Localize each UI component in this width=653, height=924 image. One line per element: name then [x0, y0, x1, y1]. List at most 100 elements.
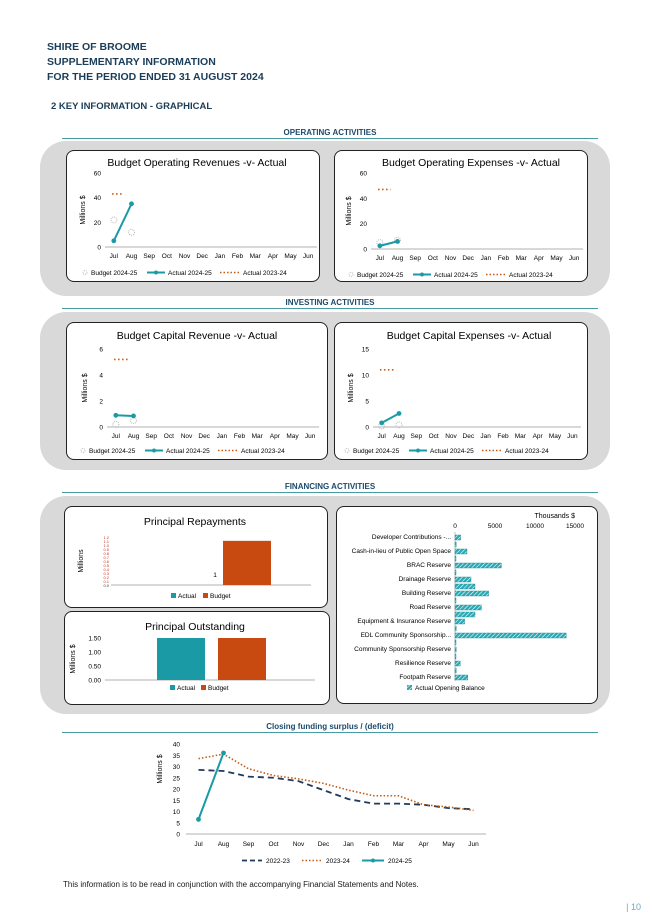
x-tick-label: Apr — [270, 433, 281, 440]
cap-expense-chart-card: Budget Capital Expenses -v- Actual Millio… — [334, 322, 588, 460]
budget-bar — [223, 540, 271, 585]
budget-point — [112, 420, 120, 428]
closing-rule — [62, 732, 598, 733]
legend-2024-25: 2024-25 — [388, 858, 412, 865]
x-tick-label: Feb — [498, 255, 510, 262]
investing-rule — [62, 308, 598, 309]
legend-budget: Budget 2024-25 — [353, 448, 400, 455]
legend-budget-marker — [348, 272, 354, 277]
legend-budget: Budget 2024-25 — [357, 272, 404, 279]
x-tick-label: Feb — [232, 253, 244, 260]
x-tick-label: May — [284, 253, 297, 260]
legend-actual: Actual 2024-25 — [166, 448, 210, 455]
x-tick-label: Mar — [516, 255, 528, 262]
y-tick-label: 0.2 — [103, 575, 109, 580]
y-tick-label: 40 — [173, 742, 181, 749]
y-axis-label: Millions $ — [80, 195, 87, 224]
y-tick-label: 30 — [173, 764, 181, 771]
legend-actual: Actual 2024-25 — [434, 272, 478, 279]
y-tick-label: 0 — [365, 425, 369, 432]
actual-bar — [157, 638, 205, 680]
y-tick-label: 1.00 — [88, 650, 101, 657]
category-label: Building Reserve — [402, 590, 452, 597]
x-tick-label: Mar — [250, 253, 262, 260]
x-tick-label: 15000 — [566, 523, 584, 530]
x-tick-label: Jul — [194, 841, 203, 848]
x-tick-label: Apr — [533, 433, 544, 440]
reserve-bar — [454, 639, 457, 646]
legend-budget-swatch — [203, 593, 208, 598]
legend-label: Actual Opening Balance — [415, 685, 485, 692]
period-title: FOR THE PERIOD ENDED 31 AUGUST 2024 — [47, 71, 264, 83]
page-number: | 10 — [626, 902, 641, 912]
actual-point — [113, 412, 119, 418]
principal-outstanding-card: Principal Outstanding Millions $ 0.00 0.50 1… — [64, 611, 330, 705]
series-2023-24-line — [198, 753, 474, 812]
x-tick-label: Oct — [428, 255, 438, 262]
legend-budget-marker — [344, 448, 350, 453]
x-tick-label: Jun — [569, 255, 580, 262]
x-tick-label: Jan — [343, 841, 354, 848]
reserve-bar — [454, 541, 457, 548]
legend-actual-marker — [416, 448, 420, 453]
y-tick-label: 10 — [362, 373, 370, 380]
budget-point — [128, 228, 135, 236]
legend-prior: Actual 2023-24 — [509, 272, 553, 279]
cap-revenue-chart-card: Budget Capital Revenue -v- Actual Million… — [66, 322, 328, 460]
x-tick-label: Jul — [378, 433, 387, 440]
series-2024-25-point — [221, 750, 226, 756]
reserve-bar — [454, 660, 461, 667]
y-axis-label: Millions $ — [348, 373, 355, 402]
y-tick-label: 20 — [360, 221, 368, 228]
principal-repayments-chart: Principal Repayments Millions 0.00.10.20.3… — [78, 516, 311, 600]
series-2024-25-line — [197, 752, 225, 820]
chart-title: Budget Capital Expenses -v- Actual — [387, 330, 552, 342]
x-tick-label: Jun — [305, 433, 316, 440]
y-tick-label: 0.0 — [103, 583, 109, 588]
financing-heading: FINANCING ACTIVITIES — [284, 482, 376, 491]
data-label: 1 — [213, 572, 217, 579]
op-revenue-chart: Budget Operating Revenues -v- Actual Mill… — [80, 157, 317, 277]
actual-point — [396, 411, 402, 416]
y-tick-label: 0.3 — [103, 571, 109, 576]
x-tick-label: Nov — [445, 255, 457, 262]
x-tick-label: Apr — [418, 841, 429, 848]
category-label: Developer Contributions -... — [372, 534, 451, 541]
reserve-bar — [454, 583, 476, 590]
chart-title: Budget Capital Revenue -v- Actual — [117, 330, 278, 342]
footer-note: This information is to be read in conjun… — [63, 880, 419, 889]
x-tick-label: May — [442, 841, 455, 848]
budget-point — [130, 417, 137, 424]
x-tick-label: Sep — [411, 433, 423, 440]
x-tick-label: Nov — [179, 253, 191, 260]
x-tick-label: Jul — [110, 253, 119, 260]
actual-point — [111, 238, 117, 244]
financing-rule — [62, 492, 598, 493]
x-tick-label: Dec — [196, 253, 208, 260]
x-tick-label: Oct — [429, 433, 439, 440]
x-tick-label: 0 — [453, 523, 457, 530]
category-label: Equipment & Insurance Reserve — [357, 618, 451, 625]
y-tick-label: 20 — [173, 787, 181, 794]
x-tick-label: Jan — [215, 253, 226, 260]
x-tick-label: Jan — [481, 255, 492, 262]
reserves-chart-card: Thousands $ 0 5000 10000 15000 Developer Cont… — [336, 506, 598, 704]
reserve-bar — [454, 534, 461, 541]
x-tick-label: Jul — [376, 255, 385, 262]
reserve-bar — [454, 569, 457, 576]
x-tick-label: Aug — [393, 433, 405, 440]
legend-budget: Budget 2024-25 — [89, 448, 136, 455]
legend-prior: Actual 2023-24 — [243, 270, 287, 277]
reserve-bar — [454, 597, 457, 604]
reserve-bar — [454, 618, 465, 625]
series-2024-25-point — [196, 816, 201, 822]
y-axis-label: Millions $ — [70, 644, 77, 673]
legend-budget-marker — [80, 448, 86, 453]
legend-swatch — [407, 685, 412, 690]
category-label: Cash-in-lieu of Public Open Space — [352, 548, 452, 555]
reserve-bar — [454, 667, 457, 674]
x-axis-label: Thousands $ — [535, 513, 576, 520]
budget-point — [395, 421, 403, 429]
y-tick-label: 0 — [97, 245, 101, 252]
reserve-bar — [454, 611, 476, 618]
